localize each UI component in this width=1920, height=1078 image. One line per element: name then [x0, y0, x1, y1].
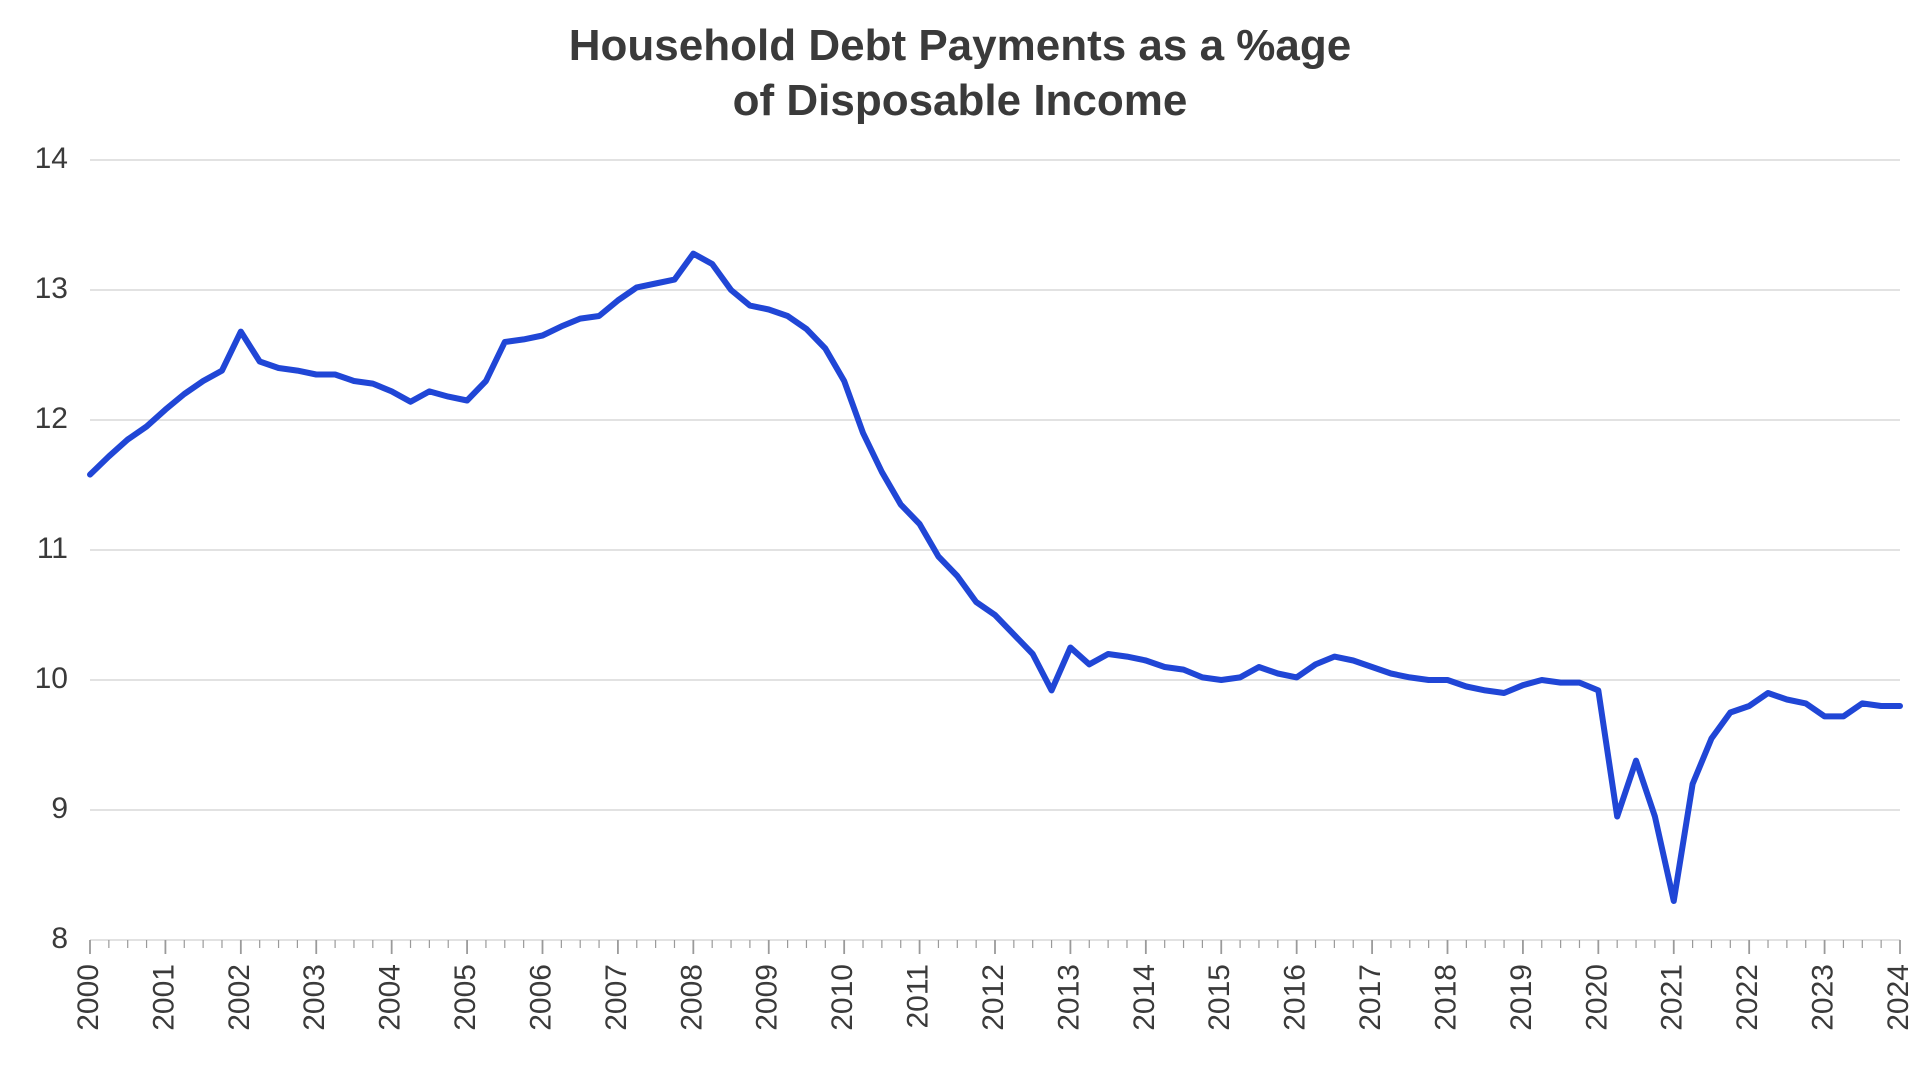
y-tick-label: 9: [51, 792, 68, 825]
x-tick-label: 2007: [600, 964, 633, 1031]
x-tick-label: 2022: [1731, 964, 1764, 1031]
chart-svg: 8 9 10 11 12 13 14 2000 2001 2002 2003 2004 2005 2006…: [0, 0, 1920, 1078]
y-tick-label: 13: [35, 272, 68, 305]
x-tick-label: 2004: [374, 964, 407, 1031]
x-tick-label: 2014: [1128, 964, 1161, 1031]
x-tick-label: 2001: [147, 964, 180, 1031]
y-tick-label: 11: [37, 532, 68, 565]
x-tick-label: 2021: [1656, 964, 1689, 1031]
series-line: [90, 254, 1900, 901]
x-tick-label: 2008: [675, 964, 708, 1031]
x-tick-label: 2012: [977, 964, 1010, 1031]
y-tick-label: 14: [35, 142, 68, 175]
x-tick-label: 2005: [449, 964, 482, 1031]
x-tick-label: 2003: [298, 964, 331, 1031]
x-tick-label: 2016: [1279, 964, 1312, 1031]
x-tick-label: 2006: [524, 964, 557, 1031]
x-tick-label: 2017: [1354, 964, 1387, 1031]
chart-container: Household Debt Payments as a %age of Dis…: [0, 0, 1920, 1078]
x-tick-label: 2015: [1203, 964, 1236, 1031]
x-tick-label: 2010: [826, 964, 859, 1031]
x-tick-label: 2018: [1429, 964, 1462, 1031]
x-tick-label: 2000: [72, 964, 105, 1031]
y-tick-label: 8: [51, 922, 68, 955]
x-tick-label: 2011: [902, 964, 935, 1029]
x-tick-label: 2020: [1580, 964, 1613, 1031]
x-tick-label: 2002: [223, 964, 256, 1031]
x-tick-label: 2019: [1505, 964, 1538, 1031]
x-tick-label: 2024: [1882, 964, 1915, 1031]
y-tick-label: 12: [35, 402, 68, 435]
x-tick-label: 2013: [1052, 964, 1085, 1031]
y-tick-label: 10: [35, 662, 68, 695]
x-tick-label: 2009: [751, 964, 784, 1031]
x-tick-label: 2023: [1807, 964, 1840, 1031]
